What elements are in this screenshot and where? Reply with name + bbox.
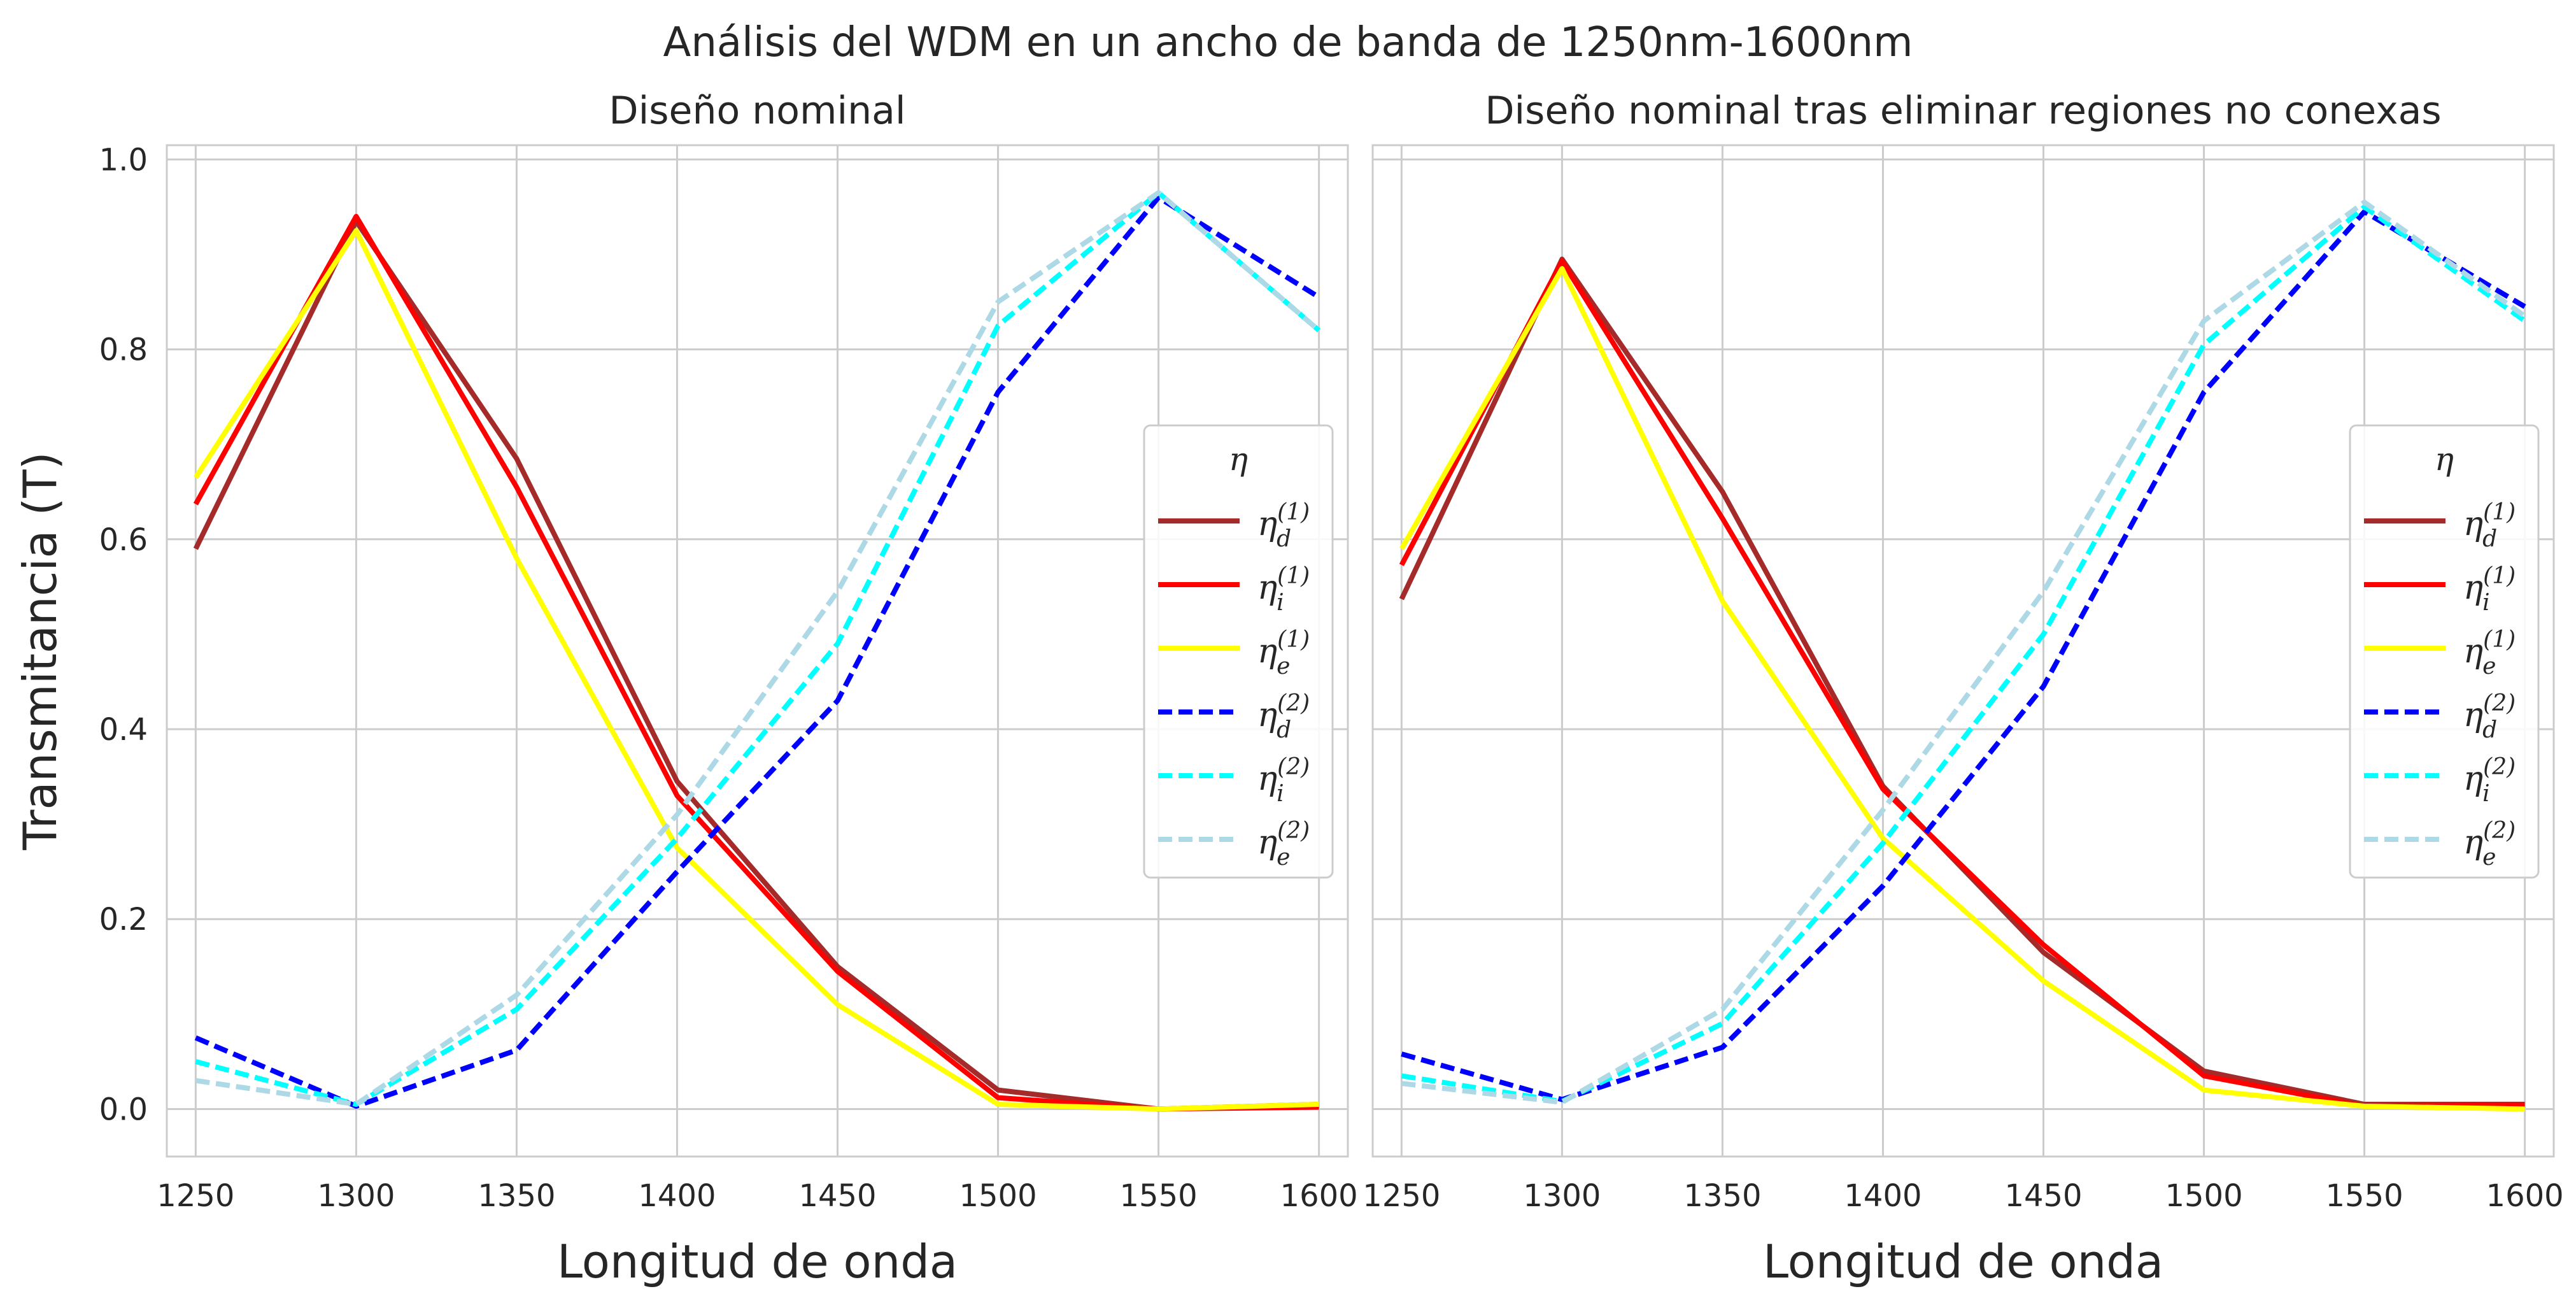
x-tick-label: 1550 — [1120, 1178, 1198, 1214]
panel-1: 1250 1300 1350 1400 1450 1500 1550 1600 0.0 0.2 0.… — [13, 89, 1358, 1288]
legend-frame — [2349, 424, 2540, 879]
chart-panels: 1250 1300 1350 1400 1450 1500 1550 1600 0.0 0.2 0.… — [13, 89, 2564, 1288]
x-tick-label: 1500 — [959, 1178, 1037, 1214]
x-tick-label: 1450 — [2004, 1178, 2082, 1214]
series-line — [194, 228, 1319, 1112]
x-tick-label: 1250 — [1362, 1178, 1440, 1214]
subplot-title: Diseño nominal tras eliminar regiones no… — [1485, 89, 2441, 133]
legend-title: η — [2435, 441, 2454, 478]
legend-label: η(1) e — [2463, 627, 2516, 680]
legend: ηη(1) d η(1) i η(1) e η(2) d η(2) i η(2) e — [2349, 424, 2540, 879]
y-tick-label: 0.8 — [99, 332, 148, 368]
y-tick-label: 0.2 — [99, 902, 148, 937]
x-tick-label: 1350 — [478, 1178, 555, 1214]
y-axis-label: Transmitancia (T) — [13, 452, 67, 850]
legend: ηη(1) d η(1) i η(1) e η(2) d η(2) i η(2) e — [1143, 424, 1334, 879]
series-line — [1401, 199, 2526, 1105]
figure-title: Análisis del WDM en un ancho de banda de… — [663, 19, 1913, 66]
legend-label: η(2) d — [1257, 690, 1310, 743]
legend-title: η — [1229, 441, 1248, 478]
x-tick-label: 1400 — [1844, 1178, 1921, 1214]
x-tick-label: 1600 — [2486, 1178, 2564, 1214]
x-tick-label: 1300 — [317, 1178, 395, 1214]
series-line — [1399, 266, 2525, 1112]
legend-label: η(1) d — [1257, 499, 1310, 552]
y-tick-label: 0.4 — [99, 712, 148, 748]
legend-label: η(2) d — [2463, 690, 2516, 743]
legend-label: η(1) d — [2463, 499, 2516, 552]
x-tick-label: 1450 — [798, 1178, 876, 1214]
y-tick-label: 1.0 — [99, 142, 148, 178]
x-tick-label: 1250 — [157, 1178, 234, 1214]
x-tick-label: 1550 — [2326, 1178, 2403, 1214]
series-group — [193, 190, 1321, 1112]
series-line — [195, 190, 1321, 1107]
grid — [167, 145, 1348, 1157]
legend-label: η(1) i — [1257, 563, 1310, 616]
x-axis-label: Longitud de onda — [557, 1235, 958, 1288]
y-tick-label: 0.6 — [99, 522, 148, 558]
x-tick-label: 1600 — [1280, 1178, 1358, 1214]
legend-frame — [1143, 424, 1334, 879]
panel-2: 1250 1300 1350 1400 1450 1500 1550 1600 Diseño n… — [1362, 89, 2563, 1288]
legend-label: η(1) i — [2463, 563, 2516, 616]
x-tick-label: 1400 — [638, 1178, 716, 1214]
legend-label: η(2) i — [1257, 754, 1310, 807]
x-tick-label: 1500 — [2165, 1178, 2242, 1214]
series-line — [194, 195, 1320, 1109]
series-group — [1399, 199, 2526, 1112]
x-axis-label: Longitud de onda — [1763, 1235, 2163, 1288]
y-tick-label: 0.0 — [99, 1092, 148, 1127]
legend-label: η(1) e — [1257, 627, 1310, 680]
legend-label: η(2) i — [2463, 754, 2516, 807]
subplot-title: Diseño nominal — [609, 89, 905, 133]
x-tick-label: 1300 — [1523, 1178, 1601, 1214]
x-tick-label: 1350 — [1683, 1178, 1761, 1214]
legend-label: η(2) e — [2463, 818, 2516, 871]
legend-label: η(2) e — [1257, 818, 1310, 871]
